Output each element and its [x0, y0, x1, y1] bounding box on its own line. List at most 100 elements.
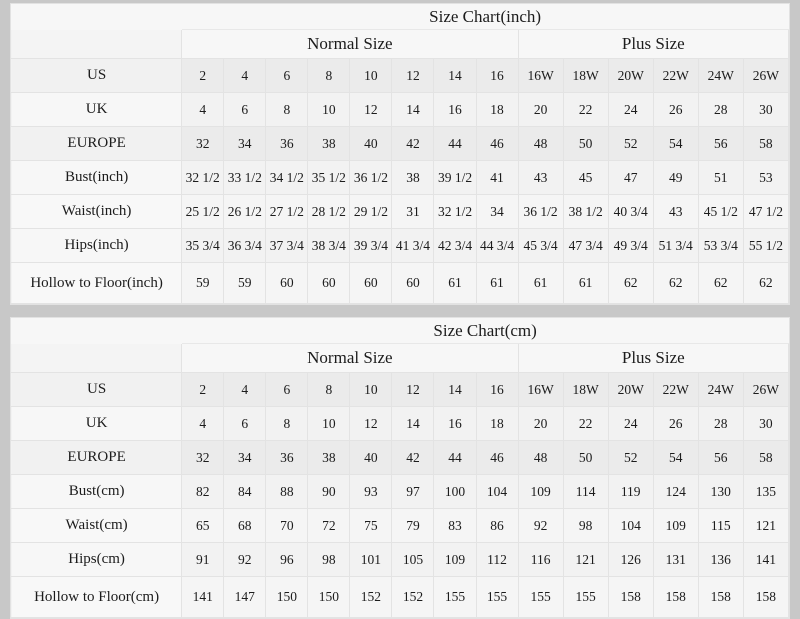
- table-cell: 112: [475, 542, 519, 577]
- size-chart-block: Size Chart(inch) Normal Size Plus Size US 2 4…: [10, 3, 790, 305]
- table-cell: 60: [349, 262, 393, 304]
- table-cell: 58: [742, 126, 790, 161]
- table-cell: 10: [349, 372, 393, 407]
- table-cell: 26: [652, 92, 699, 127]
- table-cell: 12: [349, 92, 393, 127]
- table-cell: 86: [475, 508, 519, 543]
- table-row: Waist(cm) 65 68 70 72 75 79 83 86 92 98 104 109 115 12…: [10, 508, 790, 543]
- table-cell: 141: [742, 542, 790, 577]
- size-chart-block: Size Chart(cm) Normal Size Plus Size US 2 4 6 8…: [10, 317, 790, 619]
- table-cell: 36: [265, 440, 309, 475]
- table-cell: 150: [265, 576, 309, 618]
- table-cell: 52: [607, 440, 654, 475]
- table-cell: 4: [223, 58, 267, 93]
- row-header-label: Bust(inch): [10, 160, 183, 195]
- group-header-row: Normal Size Plus Size: [10, 29, 790, 59]
- table-cell: 44 3/4: [475, 228, 519, 263]
- table-cell: 90: [307, 474, 351, 509]
- table-cell: 8: [265, 406, 309, 441]
- group-header-normal-size: Normal Size: [181, 29, 519, 59]
- table-cell: 18: [475, 92, 519, 127]
- table-cell: 16W: [517, 58, 564, 93]
- table-cell: 31: [391, 194, 435, 229]
- table-cell: 96: [265, 542, 309, 577]
- table-row: EUROPE 32 34 36 38 40 42 44 46 48 50 52 54 56 58: [10, 126, 790, 161]
- table-cell: 34: [223, 126, 267, 161]
- table-cell: 40 3/4: [607, 194, 654, 229]
- table-cell: 12: [349, 406, 393, 441]
- size-chart-table: Size Chart(inch) Normal Size Plus Size US 2 4…: [10, 4, 790, 304]
- table-cell: 24W: [697, 58, 744, 93]
- table-cell: 30: [742, 406, 790, 441]
- table-cell: 4: [181, 406, 225, 441]
- table-cell: 56: [697, 440, 744, 475]
- table-cell: 16W: [517, 372, 564, 407]
- table-cell: 38 1/2: [562, 194, 609, 229]
- table-cell: 92: [223, 542, 267, 577]
- table-cell: 82: [181, 474, 225, 509]
- table-cell: 79: [391, 508, 435, 543]
- table-cell: 62: [652, 262, 699, 304]
- row-header-label: Hips(cm): [10, 542, 183, 577]
- table-cell: 109: [652, 508, 699, 543]
- table-cell: 20: [517, 92, 564, 127]
- table-cell: 84: [223, 474, 267, 509]
- table-row: US 2 4 6 8 10 12 14 16 16W 18W 20W 22W 24W 26W: [10, 372, 790, 407]
- table-cell: 36 3/4: [223, 228, 267, 263]
- table-cell: 55 1/2: [742, 228, 790, 263]
- table-cell: 26 1/2: [223, 194, 267, 229]
- table-cell: 60: [391, 262, 435, 304]
- table-cell: 4: [223, 372, 267, 407]
- table-cell: 70: [265, 508, 309, 543]
- chart-title-row: Size Chart(inch): [10, 4, 789, 30]
- table-row: Bust(inch) 32 1/2 33 1/2 34 1/2 35 1/2 36 1/2…: [10, 160, 790, 195]
- table-cell: 26W: [742, 372, 790, 407]
- table-cell: 51 3/4: [652, 228, 699, 263]
- table-cell: 12: [391, 372, 435, 407]
- table-cell: 38: [307, 440, 351, 475]
- table-cell: 2: [181, 58, 225, 93]
- table-cell: 130: [697, 474, 744, 509]
- size-chart-table: Size Chart(cm) Normal Size Plus Size US 2 4 6 8…: [10, 318, 790, 618]
- table-cell: 16: [433, 406, 477, 441]
- table-cell: 44: [433, 126, 477, 161]
- table-cell: 41: [475, 160, 519, 195]
- table-cell: 51: [697, 160, 744, 195]
- table-cell: 49 3/4: [607, 228, 654, 263]
- table-cell: 38: [307, 126, 351, 161]
- table-cell: 43: [652, 194, 699, 229]
- row-header-label: UK: [10, 92, 183, 127]
- table-cell: 104: [607, 508, 654, 543]
- table-cell: 16: [433, 92, 477, 127]
- table-cell: 16: [475, 372, 519, 407]
- table-cell: 28: [697, 92, 744, 127]
- row-header-label: UK: [10, 406, 183, 441]
- table-cell: 126: [607, 542, 654, 577]
- table-cell: 155: [475, 576, 519, 618]
- table-cell: 61: [517, 262, 564, 304]
- table-cell: 93: [349, 474, 393, 509]
- table-row: Hollow to Floor(cm) 141 147 150 150 152 152 155…: [10, 576, 790, 618]
- table-cell: 62: [697, 262, 744, 304]
- table-cell: 100: [433, 474, 477, 509]
- table-cell: 92: [517, 508, 564, 543]
- table-cell: 98: [562, 508, 609, 543]
- table-cell: 62: [607, 262, 654, 304]
- table-cell: 22W: [652, 372, 699, 407]
- table-cell: 20W: [607, 372, 654, 407]
- table-cell: 38: [391, 160, 435, 195]
- table-cell: 39 3/4: [349, 228, 393, 263]
- table-cell: 155: [562, 576, 609, 618]
- table-row: Hips(inch) 35 3/4 36 3/4 37 3/4 38 3/4 39 3/4…: [10, 228, 790, 263]
- table-cell: 46: [475, 440, 519, 475]
- table-cell: 14: [433, 58, 477, 93]
- table-cell: 16: [475, 58, 519, 93]
- chart-title: Size Chart(inch): [181, 4, 789, 30]
- table-cell: 6: [223, 92, 267, 127]
- table-cell: 42: [391, 440, 435, 475]
- table-cell: 34: [475, 194, 519, 229]
- table-cell: 72: [307, 508, 351, 543]
- table-cell: 155: [517, 576, 564, 618]
- table-cell: 105: [391, 542, 435, 577]
- table-cell: 150: [307, 576, 351, 618]
